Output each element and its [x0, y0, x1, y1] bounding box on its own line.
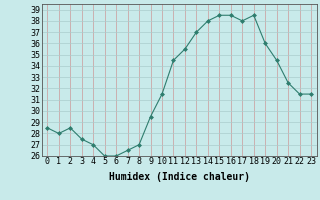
X-axis label: Humidex (Indice chaleur): Humidex (Indice chaleur)	[109, 172, 250, 182]
